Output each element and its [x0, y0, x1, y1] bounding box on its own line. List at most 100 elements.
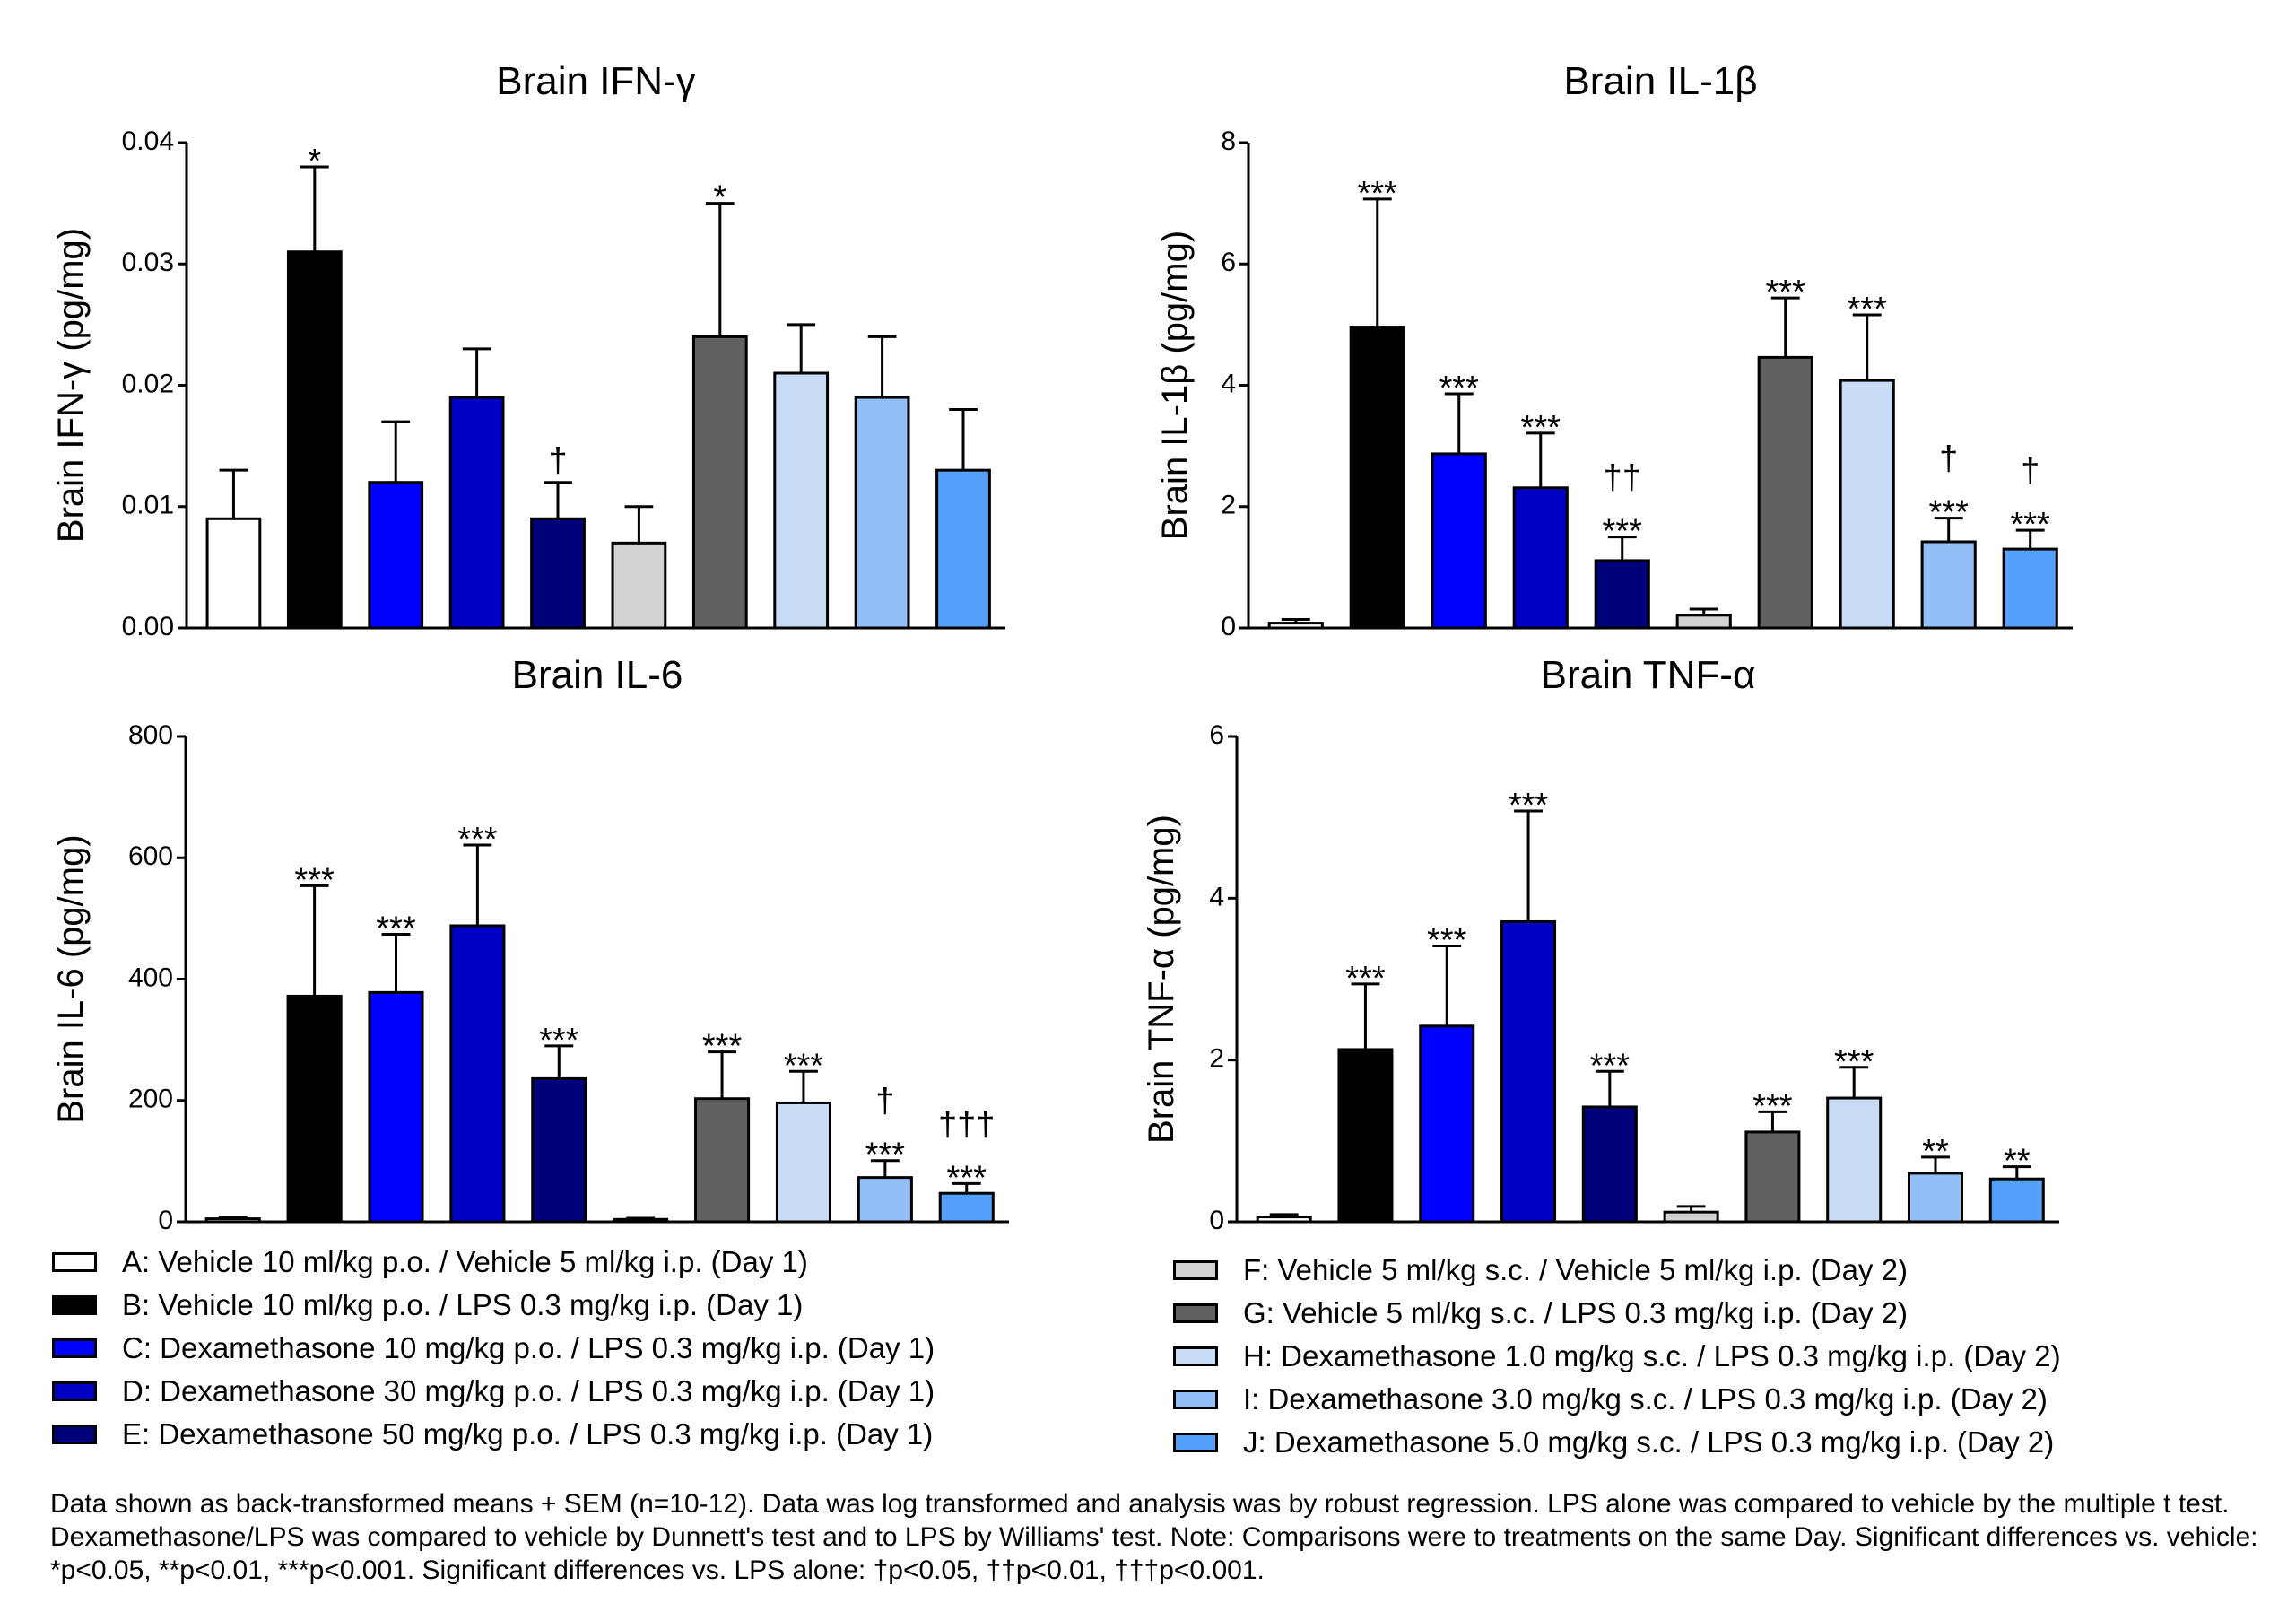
legend-item: J: Dexamethasone 5.0 mg/kg s.c. / LPS 0.…: [1173, 1421, 2061, 1464]
chart-il-6: Brain IL-6 Brain IL-6 (pg/mg) 0 200 400 600 80…: [51, 653, 1009, 1235]
significance-vs-vehicle: ***: [1521, 409, 1561, 447]
bar-h: [775, 1101, 831, 1224]
significance-vs-vehicle: ***: [376, 910, 416, 947]
legend-label-j: J: Dexamethasone 5.0 mg/kg s.c. / LPS 0.…: [1243, 1425, 2055, 1459]
significance-vs-vehicle: ***: [1848, 291, 1888, 328]
significance-vs-vehicle: ***: [1509, 787, 1549, 824]
bar-j: [935, 468, 991, 630]
legend-swatch-a: [52, 1252, 97, 1272]
legend-item: C: Dexamethasone 10 mg/kg p.o. / LPS 0.3…: [52, 1327, 935, 1370]
bar-i: [1907, 1172, 1964, 1224]
legend-swatch-c: [52, 1338, 97, 1358]
bar-g: [694, 1097, 751, 1224]
chart-title: Brain IL-1β: [1563, 59, 1757, 103]
significance-vs-lps: †: [1939, 440, 1958, 478]
y-axis-label: Brain IL-6 (pg/mg): [51, 834, 91, 1123]
significance-vs-vehicle: *: [308, 143, 321, 180]
bar-d: [1500, 919, 1557, 1224]
legend-label-c: C: Dexamethasone 10 mg/kg p.o. / LPS 0.3…: [122, 1331, 935, 1364]
legend-label-i: I: Dexamethasone 3.0 mg/kg s.c. / LPS 0.…: [1243, 1382, 2048, 1416]
legend-label-e: E: Dexamethasone 50 mg/kg p.o. / LPS 0.3…: [122, 1417, 934, 1451]
significance-vs-lps: †: [875, 1083, 894, 1120]
significance-vs-vehicle: ***: [294, 861, 335, 899]
significance-vs-vehicle: ***: [1834, 1043, 1874, 1081]
significance-vs-vehicle: ***: [1603, 513, 1643, 551]
bar-a: [1267, 622, 1324, 630]
chart-il-1beta: Brain IL-1β Brain IL-1β (pg/mg) 0 2 4 6 8 *** **…: [1155, 59, 2073, 641]
significance-vs-vehicle: **: [1922, 1133, 1949, 1171]
bar-h: [1839, 379, 1895, 630]
y-tick-label: 2: [1209, 1044, 1224, 1074]
y-tick-label: 0.03: [122, 248, 174, 277]
legend-label-a: A: Vehicle 10 ml/kg p.o. / Vehicle 5 ml/…: [122, 1245, 808, 1278]
bar-j: [938, 1191, 995, 1224]
bar-a: [1256, 1216, 1312, 1224]
figure-footnote: Data shown as back-transformed means + S…: [50, 1489, 2258, 1585]
legend-swatch-d: [52, 1381, 97, 1401]
significance-vs-lps: ††: [1604, 459, 1641, 497]
y-tick-label: 200: [128, 1085, 173, 1114]
legend-item: G: Vehicle 5 ml/kg s.c. / LPS 0.3 mg/kg …: [1173, 1292, 2061, 1335]
y-tick-label: 0: [158, 1206, 173, 1235]
legend-swatch-b: [52, 1295, 97, 1315]
legend-item: D: Dexamethasone 30 mg/kg p.o. / LPS 0.3…: [52, 1370, 935, 1413]
legend-swatch-g: [1173, 1303, 1218, 1323]
significance-vs-vehicle: ***: [1358, 175, 1398, 213]
legend-swatch-i: [1173, 1390, 1218, 1409]
legend-day2: F: Vehicle 5 ml/kg s.c. / Vehicle 5 ml/k…: [1173, 1249, 2061, 1464]
y-tick-label: 0.02: [122, 369, 174, 398]
bar-d: [448, 396, 505, 630]
legend-item: B: Vehicle 10 ml/kg p.o. / LPS 0.3 mg/kg…: [52, 1284, 935, 1327]
bar-j: [1988, 1177, 2045, 1224]
y-tick-label: 0: [1209, 1206, 1224, 1235]
legend-item: F: Vehicle 5 ml/kg s.c. / Vehicle 5 ml/k…: [1173, 1249, 2061, 1292]
significance-vs-vehicle: ***: [1929, 494, 1970, 532]
bar-f: [611, 541, 667, 630]
significance-vs-lps: †: [548, 442, 567, 480]
chart-title: Brain IFN-γ: [496, 59, 695, 103]
bar-b: [286, 250, 343, 630]
bar-e: [531, 1076, 587, 1224]
significance-vs-vehicle: ***: [865, 1137, 906, 1174]
bar-i: [1920, 540, 1977, 630]
legend-swatch-e: [52, 1425, 97, 1444]
significance-vs-vehicle: ***: [539, 1022, 579, 1059]
bar-b: [286, 994, 343, 1224]
significance-vs-vehicle: ***: [1345, 960, 1386, 998]
bar-h: [773, 371, 830, 630]
bar-g: [1757, 355, 1813, 630]
significance-vs-lps: †††: [938, 1105, 995, 1143]
chart-title: Brain IL-6: [512, 653, 683, 697]
legend-swatch-h: [1173, 1346, 1218, 1366]
bar-c: [1419, 1024, 1475, 1224]
significance-vs-vehicle: **: [2004, 1143, 2031, 1181]
significance-vs-vehicle: ***: [1427, 922, 1467, 960]
y-tick-label: 6: [1221, 248, 1236, 277]
y-tick-label: 0.01: [122, 491, 174, 520]
bar-b: [1337, 1048, 1394, 1224]
bar-f: [613, 1217, 669, 1224]
legend-item: E: Dexamethasone 50 mg/kg p.o. / LPS 0.3…: [52, 1413, 935, 1456]
legend-item: I: Dexamethasone 3.0 mg/kg s.c. / LPS 0.…: [1173, 1378, 2061, 1421]
bar-b: [1349, 326, 1405, 630]
bar-c: [368, 481, 424, 630]
bar-c: [368, 990, 424, 1224]
bar-a: [205, 517, 262, 630]
bar-h: [1826, 1096, 1883, 1224]
bar-e: [1594, 559, 1650, 630]
y-tick-label: 0.00: [122, 612, 174, 641]
y-axis-label: Brain IFN-γ (pg/mg): [51, 228, 91, 543]
y-tick-label: 8: [1221, 126, 1236, 156]
y-tick-label: 4: [1209, 882, 1224, 911]
y-tick-label: 800: [128, 720, 173, 750]
y-tick-label: 400: [128, 963, 173, 992]
bar-g: [1744, 1130, 1801, 1224]
legend-label-f: F: Vehicle 5 ml/kg s.c. / Vehicle 5 ml/k…: [1243, 1253, 1908, 1286]
significance-vs-lps: †: [2021, 452, 2039, 490]
bar-g: [691, 335, 748, 630]
y-axis-label: Brain TNF-α (pg/mg): [1142, 815, 1181, 1144]
significance-vs-vehicle: ***: [702, 1028, 743, 1066]
significance-vs-vehicle: ***: [784, 1047, 824, 1085]
bar-d: [449, 924, 506, 1224]
significance-vs-vehicle: ***: [2010, 506, 2050, 544]
